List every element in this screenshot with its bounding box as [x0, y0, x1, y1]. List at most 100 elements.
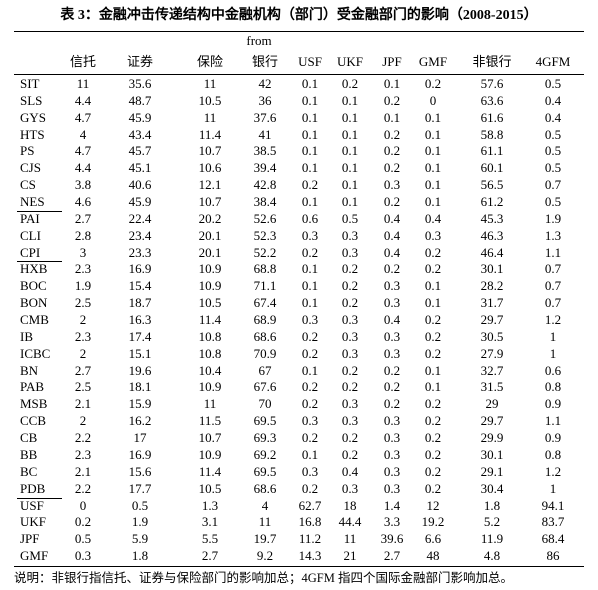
table-cell: 0.4	[341, 463, 359, 479]
table-cell: 11	[203, 76, 217, 91]
table-cell: 1	[549, 480, 557, 496]
table-cell: 0.1	[341, 177, 359, 193]
table-cell: 0.3	[301, 312, 319, 328]
table-cell: 30.4	[480, 480, 504, 496]
table-cell: 0.3	[341, 345, 359, 361]
table-cell: 1.1	[544, 244, 562, 260]
table-cell: 45.3	[480, 210, 504, 226]
header-rule	[14, 74, 584, 75]
table-cell: 68.4	[541, 531, 565, 547]
table-cell: 0.1	[301, 194, 319, 210]
table-cell: 52.3	[253, 227, 277, 243]
table-cell: 30.1	[480, 446, 504, 462]
row-label: BON	[20, 295, 48, 311]
table-cell: 9.2	[256, 548, 274, 564]
table-cell: 0.7	[544, 295, 562, 311]
table-cell: 67.6	[253, 379, 277, 395]
row-label: MSB	[20, 396, 48, 412]
row-label: PS	[20, 143, 35, 159]
table-cell: 35.6	[128, 76, 152, 91]
table-cell: 0.5	[544, 126, 562, 142]
table-cell: 10.9	[198, 261, 222, 277]
row-label: CPI	[20, 244, 41, 260]
table-cell: 23.4	[128, 227, 152, 243]
table-cell: 4.7	[74, 143, 92, 159]
column-header: 非银行	[472, 54, 512, 69]
row-label: BC	[20, 463, 38, 479]
table-cell: 0.1	[424, 194, 442, 210]
table-cell: 30.1	[480, 261, 504, 277]
table-cell: 52.6	[253, 210, 277, 226]
group-divider	[17, 497, 62, 499]
table-cell: 0.3	[383, 295, 401, 311]
row-label: SIT	[20, 76, 40, 91]
table-cell: 48.7	[128, 92, 152, 108]
table-cell: 2.7	[74, 210, 92, 226]
table-cell: 0.3	[383, 413, 401, 429]
table-cell: 2	[79, 345, 87, 361]
table-cell: 0.2	[424, 345, 442, 361]
table-cell: 38.5	[253, 143, 277, 159]
table-cell: 0.2	[301, 328, 319, 344]
column-header: USF	[298, 54, 322, 69]
table-cell: 70.9	[253, 345, 277, 361]
table-cell: 31.7	[480, 295, 504, 311]
table-cell: 68.6	[253, 328, 277, 344]
table-cell: 14.3	[298, 548, 322, 564]
table-cell: 0.2	[341, 278, 359, 294]
table-cell: 0.1	[424, 109, 442, 125]
table-cell: 17	[133, 430, 147, 446]
table-cell: 0.3	[383, 345, 401, 361]
table-cell: 42	[258, 76, 272, 91]
row-label: CMB	[20, 312, 49, 328]
table-cell: 0.4	[383, 227, 401, 243]
row-label: BB	[20, 446, 38, 462]
table-cell: 94.1	[541, 497, 565, 513]
table-cell: 4.4	[74, 92, 92, 108]
table-cell: 0.7	[544, 278, 562, 294]
table-note: 说明：非银行指信托、证券与保险部门的影响加总；4GFM 指四个国际金融部门影响加…	[14, 571, 513, 585]
table-cell: 0.4	[383, 244, 401, 260]
group-divider	[17, 210, 62, 212]
table-cell: 0.1	[424, 379, 442, 395]
table-cell: 0.2	[301, 177, 319, 193]
table-cell: 67.4	[253, 295, 277, 311]
table-cell: 18.1	[128, 379, 152, 395]
table-cell: 0.4	[383, 210, 401, 226]
table-cell: 0.1	[341, 92, 359, 108]
table-cell: 0.9	[544, 430, 562, 446]
table-cell: 0.2	[424, 244, 442, 260]
table-cell: 0.9	[544, 396, 562, 412]
table-cell: 0.5	[131, 497, 149, 513]
table-cell: 43.4	[128, 126, 152, 142]
column-header: JPF	[382, 54, 402, 69]
table-cell: 0.5	[544, 194, 562, 210]
table-cell: 56.5	[480, 177, 504, 193]
table-cell: 1.4	[383, 497, 401, 513]
table-cell: 0.1	[424, 143, 442, 159]
table-cell: 31.5	[480, 379, 504, 395]
table-cell: 0.2	[424, 463, 442, 479]
table-cell: 0.5	[74, 531, 92, 547]
table-cell: 0.2	[383, 396, 401, 412]
table-cell: 37.6	[253, 109, 277, 125]
table-cell: 0.2	[341, 76, 359, 91]
table-cell: 0	[429, 92, 437, 108]
table-cell: 0.2	[341, 295, 359, 311]
table-cell: 3	[79, 244, 87, 260]
table-cell: 6.6	[424, 531, 442, 547]
row-label: IB	[20, 328, 33, 344]
table-cell: 38.4	[253, 194, 277, 210]
column-header: 4GFM	[535, 54, 571, 69]
row-label: HXB	[20, 261, 48, 277]
table-cell: 1.3	[544, 227, 562, 243]
table-cell: 23.3	[128, 244, 152, 260]
table-cell: 10.7	[198, 194, 222, 210]
table-cell: 0.7	[544, 261, 562, 277]
column-header: UKF	[336, 54, 364, 69]
table-cell: 0.2	[341, 261, 359, 277]
row-label: CJS	[20, 160, 41, 176]
table-cell: 67	[258, 362, 272, 378]
row-label: NES	[20, 194, 45, 210]
column-header: 证券	[126, 54, 154, 69]
